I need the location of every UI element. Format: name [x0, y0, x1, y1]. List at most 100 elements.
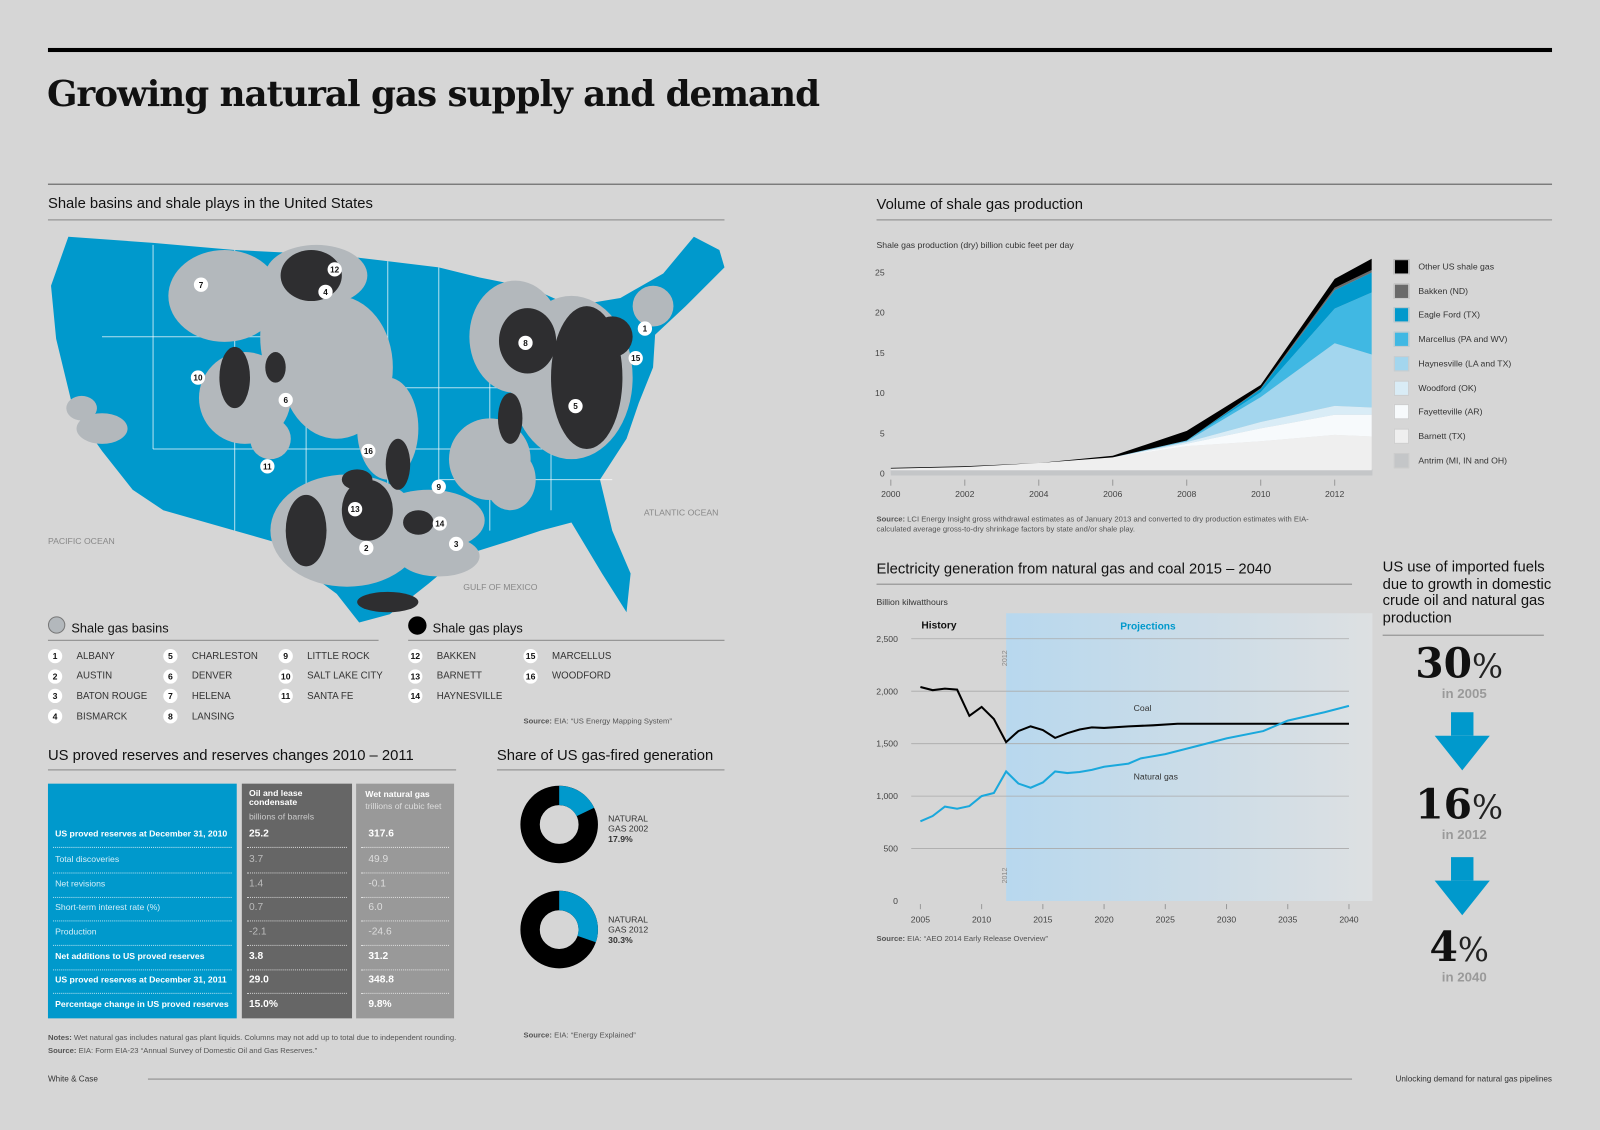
legend-name: SANTA FE: [307, 690, 354, 702]
table-cell-gas: 31.2: [368, 951, 389, 963]
legend-name: HAYNESVILLE: [436, 690, 503, 702]
legend-item-baton-rouge: 3 BATON ROUGE: [47, 689, 148, 704]
legend-name: CHARLESTON: [191, 650, 258, 662]
table-cell-gas: 348.8: [368, 974, 394, 986]
donut-2002-label: NATURAL GAS 2002 17.9%: [608, 813, 657, 844]
table-cell-oil: 3.7: [248, 854, 264, 866]
legend-number: 1: [47, 648, 63, 664]
legend-label: Antrim (MI, IN and OH): [1418, 454, 1508, 465]
series-label: Coal: [1134, 703, 1152, 713]
x-tick-label: 2020: [1094, 914, 1113, 924]
legend-number: 2: [47, 669, 63, 684]
legend-name: BATON ROUGE: [76, 690, 148, 702]
down-arrow-head-icon: [1434, 735, 1490, 771]
row-divider: [246, 920, 347, 922]
y-tick-label: 1,000: [876, 791, 898, 801]
source-text: LCI Energy Insight gross withdrawal esti…: [876, 514, 1309, 534]
map-marker-number: 3: [454, 540, 459, 549]
legend-item-charleston: 5 CHARLESTON: [163, 648, 258, 664]
divider: [47, 639, 379, 641]
legend-item-lansing: 8 LANSING: [163, 709, 234, 724]
map-marker-number: 8: [523, 339, 528, 348]
y-tick-label: 0: [880, 469, 885, 479]
table-cell-oil: 3.8: [248, 951, 264, 963]
area-series-eagle-ford-tx-: [890, 272, 1372, 469]
map-marker-7: [193, 277, 209, 292]
divider: [496, 769, 725, 771]
legend-swatch: [1393, 259, 1410, 275]
imports-heading: US use of imported fuels due to growth i…: [1382, 559, 1552, 627]
divider: [47, 769, 457, 771]
stat-unit: %: [1472, 646, 1504, 686]
source-label: Source:: [523, 1030, 552, 1040]
map-marker-16: [361, 443, 376, 459]
line-series-coal: [920, 686, 1349, 744]
map-marker-number: 14: [435, 520, 445, 529]
row-divider: [53, 992, 232, 994]
row-divider: [53, 969, 232, 971]
area-series-barnett-tx-: [890, 434, 1372, 471]
donut-value: 30.3%: [608, 934, 633, 945]
shale-basin: [76, 413, 128, 444]
reserves-notes: Notes: Wet natural gas includes natural …: [48, 1031, 517, 1058]
table-cell-gas: 9.8%: [368, 998, 392, 1011]
import-stat-1: 16% in 2012: [1383, 783, 1536, 842]
legend-item-helena: 7 HELENA: [163, 689, 231, 704]
gas-col-title: Wet natural gas: [365, 788, 430, 799]
oil-col-unit: billions of barrels: [248, 811, 315, 822]
legend-item-woodford: 16 WOODFORD: [523, 669, 611, 684]
y-tick-label: 500: [883, 844, 898, 854]
map-marker-number: 1: [643, 325, 648, 334]
table-cell-oil: 0.7: [248, 902, 264, 914]
legend-item-austin: 2 AUSTIN: [47, 669, 112, 684]
legend-name: ALBANY: [76, 650, 115, 662]
legend-swatch: [1393, 307, 1410, 323]
legend-number: 4: [47, 709, 63, 724]
legend-item-marcellus: 15 MARCELLUS: [523, 648, 612, 664]
map-marker-14: [432, 516, 447, 531]
legend-number: 6: [163, 669, 178, 684]
y-tick-label: 5: [880, 428, 885, 438]
map-marker-3: [448, 536, 464, 552]
stat-year: in 2012: [1441, 826, 1487, 842]
divider: [876, 219, 1553, 221]
down-arrow-icon: [1451, 857, 1474, 881]
legend-number: 12: [408, 648, 423, 664]
row-divider: [361, 969, 449, 971]
stat-year: in 2005: [1441, 685, 1487, 702]
x-tick-label: 2005: [911, 914, 930, 924]
down-arrow-icon: [1451, 712, 1474, 736]
y-tick-label: 10: [875, 388, 885, 398]
table-row-label: Net revisions: [55, 878, 106, 890]
table-cell-gas: -24.6: [368, 926, 392, 938]
shale-basin: [66, 395, 97, 421]
table-cell-gas: 49.9: [368, 854, 389, 866]
legend-name: MARCELLUS: [552, 650, 612, 662]
legend-label: Woodford (OK): [1418, 382, 1477, 393]
area-series-fayetteville-ar-: [890, 414, 1372, 469]
legend-swatch: [1393, 404, 1410, 420]
legend-label: Bakken (ND): [1418, 285, 1469, 296]
legend-item-salt-lake-city: 10 SALT LAKE CITY: [278, 669, 383, 684]
reserves-heading: US proved reserves and reserves changes …: [47, 747, 414, 765]
row-divider: [361, 896, 449, 898]
row-divider: [361, 872, 449, 874]
legend-swatch: [1393, 355, 1410, 372]
donut-label: NATURAL GAS 2012: [608, 914, 649, 935]
reserves-gas-column: [356, 783, 455, 1019]
source-text: EIA: “Energy Explained”: [554, 1030, 636, 1040]
gulf-label: GULF OF MEXICO: [463, 581, 538, 592]
map-marker-4: [318, 284, 333, 299]
table-cell-oil: 29.0: [248, 974, 269, 986]
table-row-label: Production: [55, 926, 97, 937]
shale-basin: [632, 285, 674, 327]
shale-play: [357, 591, 419, 613]
shale-play: [591, 316, 633, 358]
y-tick-label: 2,500: [876, 634, 898, 644]
table-cell-oil: 25.2: [248, 828, 269, 840]
plays-legend-title: Shale gas plays: [432, 621, 523, 636]
map-marker-number: 2: [364, 544, 369, 553]
footer-left: White & Case: [47, 1074, 98, 1084]
map-marker-number: 12: [330, 265, 340, 274]
map-marker-number: 5: [573, 402, 578, 411]
